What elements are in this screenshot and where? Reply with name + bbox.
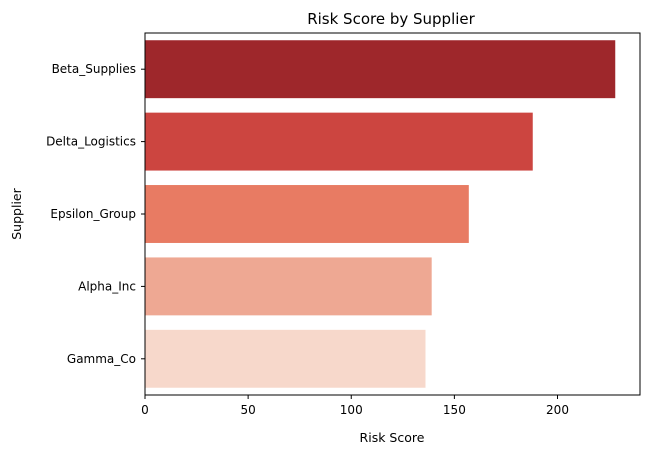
plot-frame [144, 32, 641, 396]
y-tick-label-gamma-co: Gamma_Co [67, 352, 136, 366]
y-tick-label-delta-logistics: Delta_Logistics [46, 135, 136, 149]
x-tick-label-150: 150 [443, 403, 466, 417]
x-tick-label-50: 50 [240, 403, 255, 417]
x-tick-label-0: 0 [141, 403, 149, 417]
y-tick-label-epsilon-group: Epsilon_Group [50, 207, 136, 221]
y-axis-label: Supplier [9, 187, 24, 239]
bar-alpha-inc [145, 257, 432, 316]
x-tick-label-100: 100 [340, 403, 363, 417]
x-axis-label: Risk Score [360, 430, 425, 445]
bar-epsilon-group [145, 185, 469, 243]
y-tick-label-alpha-inc: Alpha_Inc [78, 279, 136, 293]
bars-group [145, 40, 616, 388]
x-tick-label-200: 200 [546, 403, 569, 417]
y-category-labels: Beta_Supplies Delta_Logistics Epsilon_Grou… [46, 62, 145, 366]
bar-gamma-co [145, 329, 426, 388]
y-tick-label-beta-supplies: Beta_Supplies [52, 62, 136, 76]
x-ticks: 0 50 100 150 200 [141, 395, 569, 417]
bar-beta-supplies [145, 40, 616, 99]
chart-title: Risk Score by Supplier [307, 10, 475, 28]
bar-delta-logistics [145, 112, 533, 171]
